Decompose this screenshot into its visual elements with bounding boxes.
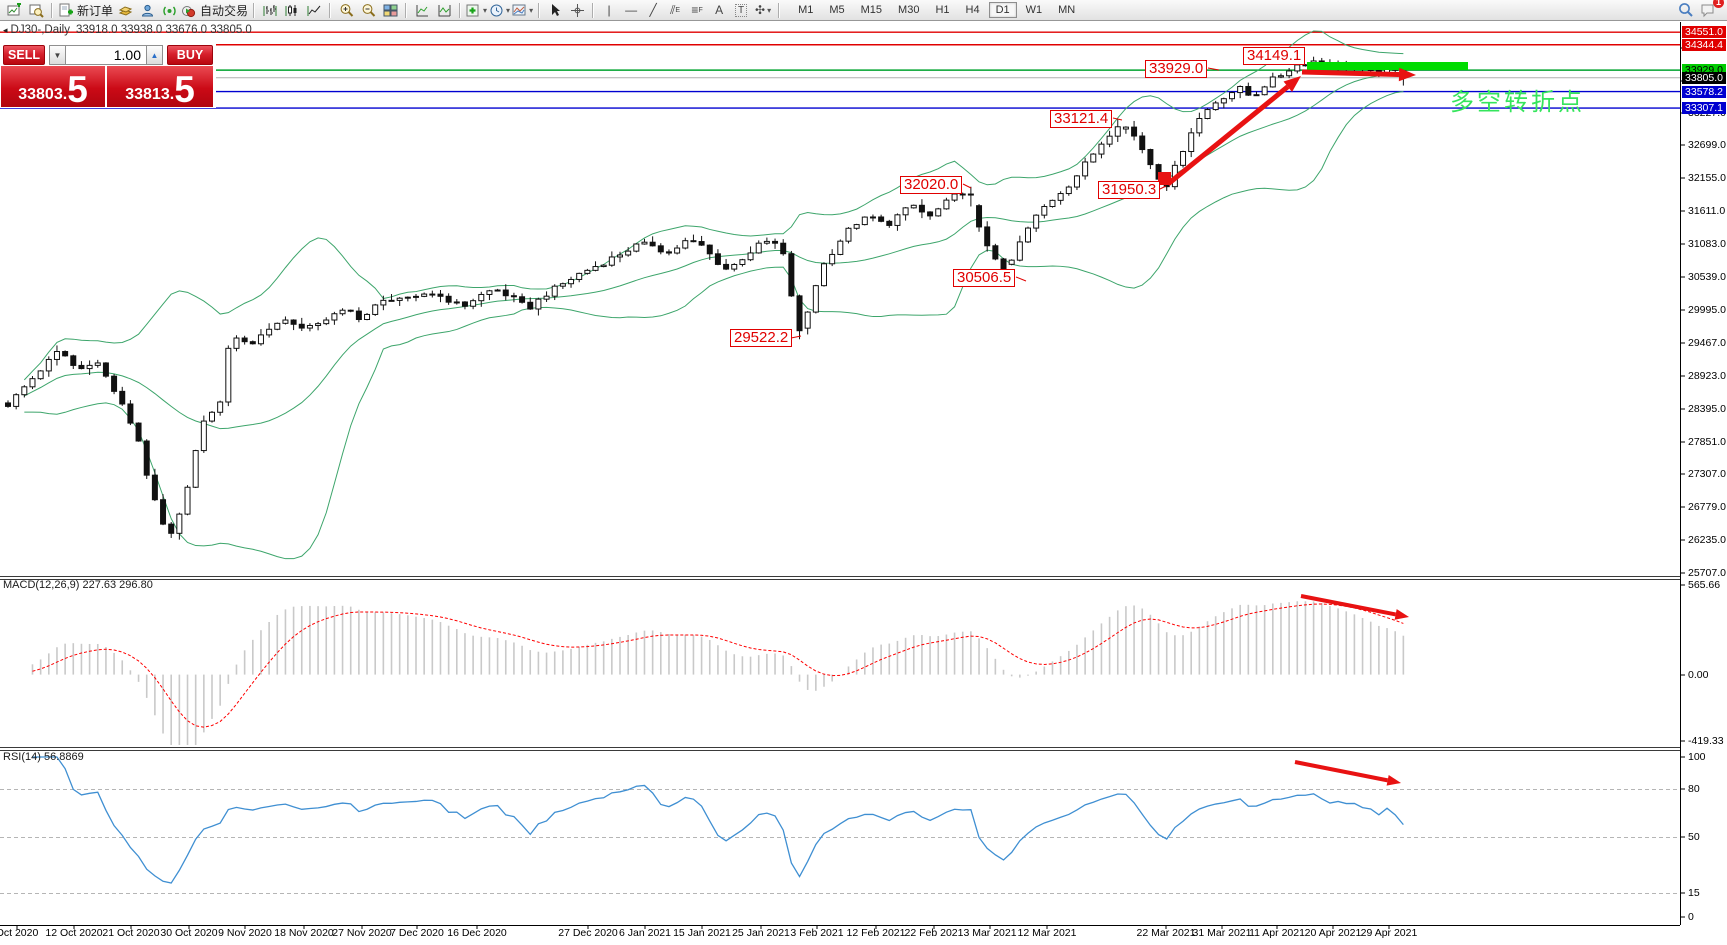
buy-button[interactable]: BUY [167, 45, 213, 65]
timeframe-M30[interactable]: M30 [898, 4, 920, 16]
new-order-button[interactable]: 新订单 [58, 1, 113, 19]
toolbar-separator [538, 2, 541, 18]
sell-button[interactable]: SELL [3, 45, 45, 65]
shapes-tool-button[interactable]: ✣ ▾ [753, 1, 773, 19]
buy-price-main: 33813 [125, 86, 170, 103]
toolbar-separator [459, 2, 462, 18]
notifications-button[interactable]: 1 [1698, 0, 1724, 19]
ohlc-values: 33918.0 33938.0 33676.0 33805.0 [75, 24, 252, 36]
toolbar-right: 1 [1675, 0, 1724, 19]
symbol-period: DJ30-,Daily [10, 24, 70, 36]
clock-icon [490, 4, 503, 16]
volume-input[interactable] [66, 45, 146, 65]
chevron-down-icon: ▾ [767, 5, 772, 15]
sell-price-panel[interactable]: 33803. 5 [1, 66, 105, 110]
buy-price-big-digit: 5 [174, 69, 195, 110]
timeframe-M5[interactable]: M5 [829, 4, 845, 16]
trendline-tool-icon[interactable]: ╱ [649, 3, 657, 17]
horizontal-line-tool-icon[interactable]: — [625, 3, 638, 17]
period-clock-button[interactable]: ▾ [489, 1, 510, 19]
shapes-icon: ✣ [755, 3, 766, 17]
chat-bubble-icon [1701, 4, 1714, 17]
new-order-label: 新订单 [77, 3, 114, 18]
volume-decrease-button[interactable]: ▼ [49, 45, 66, 65]
autotrade-icon [182, 5, 196, 17]
profiles-icon[interactable] [26, 1, 46, 19]
timeframe-MN[interactable]: MN [1058, 4, 1076, 16]
toolbar-separator [329, 2, 332, 18]
chevron-down-icon: ▾ [529, 5, 534, 15]
zoom-in-icon[interactable] [336, 1, 356, 19]
buy-price-dot: . [169, 86, 175, 103]
timeframe-H4[interactable]: H4 [965, 4, 980, 16]
template-button[interactable]: ▾ [512, 1, 533, 19]
volume-increase-button[interactable]: ▲ [146, 45, 163, 65]
bar-chart-icon[interactable] [260, 1, 280, 19]
timeframe-D1[interactable]: D1 [988, 2, 1017, 18]
community-user-icon[interactable] [137, 1, 157, 19]
history-book-icon[interactable] [115, 1, 135, 19]
signal-icon[interactable] [159, 1, 179, 19]
timeframe-W1[interactable]: W1 [1025, 4, 1043, 16]
chart-title: ◂ DJ30-,Daily 33918.0 33938.0 33676.0 3380… [3, 24, 258, 36]
chevron-down-icon: ▾ [506, 5, 511, 15]
sell-price-big-digit: 5 [67, 69, 88, 110]
indicator-subwindow-icon[interactable] [434, 1, 454, 19]
label-tool-icon[interactable]: T [731, 1, 751, 19]
timeframe-M1[interactable]: M1 [798, 4, 814, 16]
zoom-out-icon[interactable] [358, 1, 378, 19]
sell-price-dot: . [62, 86, 68, 103]
add-indicator-icon [466, 4, 479, 16]
chart-shift-marker-icon: ◂ [3, 25, 8, 35]
indicators-window-icon[interactable] [412, 1, 432, 19]
toolbar-separator [778, 2, 781, 18]
add-indicator-button[interactable]: ▾ [466, 1, 487, 19]
toolbar-separator [253, 2, 256, 18]
search-icon[interactable] [1676, 1, 1696, 19]
new-order-icon [59, 3, 73, 16]
toolbar-separator [51, 2, 53, 18]
chevron-down-icon: ▾ [483, 5, 488, 15]
tile-windows-icon[interactable] [380, 1, 400, 19]
crosshair-icon[interactable] [567, 1, 587, 19]
timeframe-M15[interactable]: M15 [860, 4, 883, 16]
cursor-icon[interactable] [545, 1, 565, 19]
macd-label: MACD(12,26,9) 227.63 296.80 [3, 579, 153, 591]
rsi-label: RSI(14) 56.8869 [3, 751, 84, 763]
vertical-line-tool-icon[interactable]: | [607, 3, 611, 17]
line-chart-icon[interactable] [304, 1, 324, 19]
text-tool-icon[interactable]: A [715, 3, 724, 17]
notification-badge: 1 [1713, 0, 1724, 8]
autotrade-label: 自动交易 [200, 3, 249, 18]
sell-price-main: 33803 [18, 86, 63, 103]
main-toolbar: 新订单 自动交易 ▾ ▾ ▾ | — ╱ ⫽ E ≡ F A T ✣ ▾ [0, 0, 1727, 21]
one-click-trading-panel: SELL ▼ ▲ BUY 33803.5 33813.5 [0, 40, 216, 108]
bull-bear-turning-point-note[interactable]: 多空转折点 [1450, 89, 1585, 116]
channel-tool-icon[interactable]: ⫽ E [670, 2, 681, 17]
timeframe-H1[interactable]: H1 [935, 4, 950, 16]
candlestick-icon[interactable] [282, 1, 302, 19]
template-icon [512, 4, 526, 15]
buy-price-panel[interactable]: 33813. 5 [107, 66, 213, 110]
toolbar-separator [592, 2, 595, 18]
autotrade-button[interactable]: 自动交易 [181, 1, 248, 19]
timeframe-bar: M1 M5 M15 M30 H1 H4 D1 W1 MN [790, 2, 1083, 18]
fibonacci-tool-icon[interactable]: ≡ F [691, 3, 703, 17]
toolbar-separator [405, 2, 408, 18]
new-chart-icon[interactable] [4, 1, 24, 19]
